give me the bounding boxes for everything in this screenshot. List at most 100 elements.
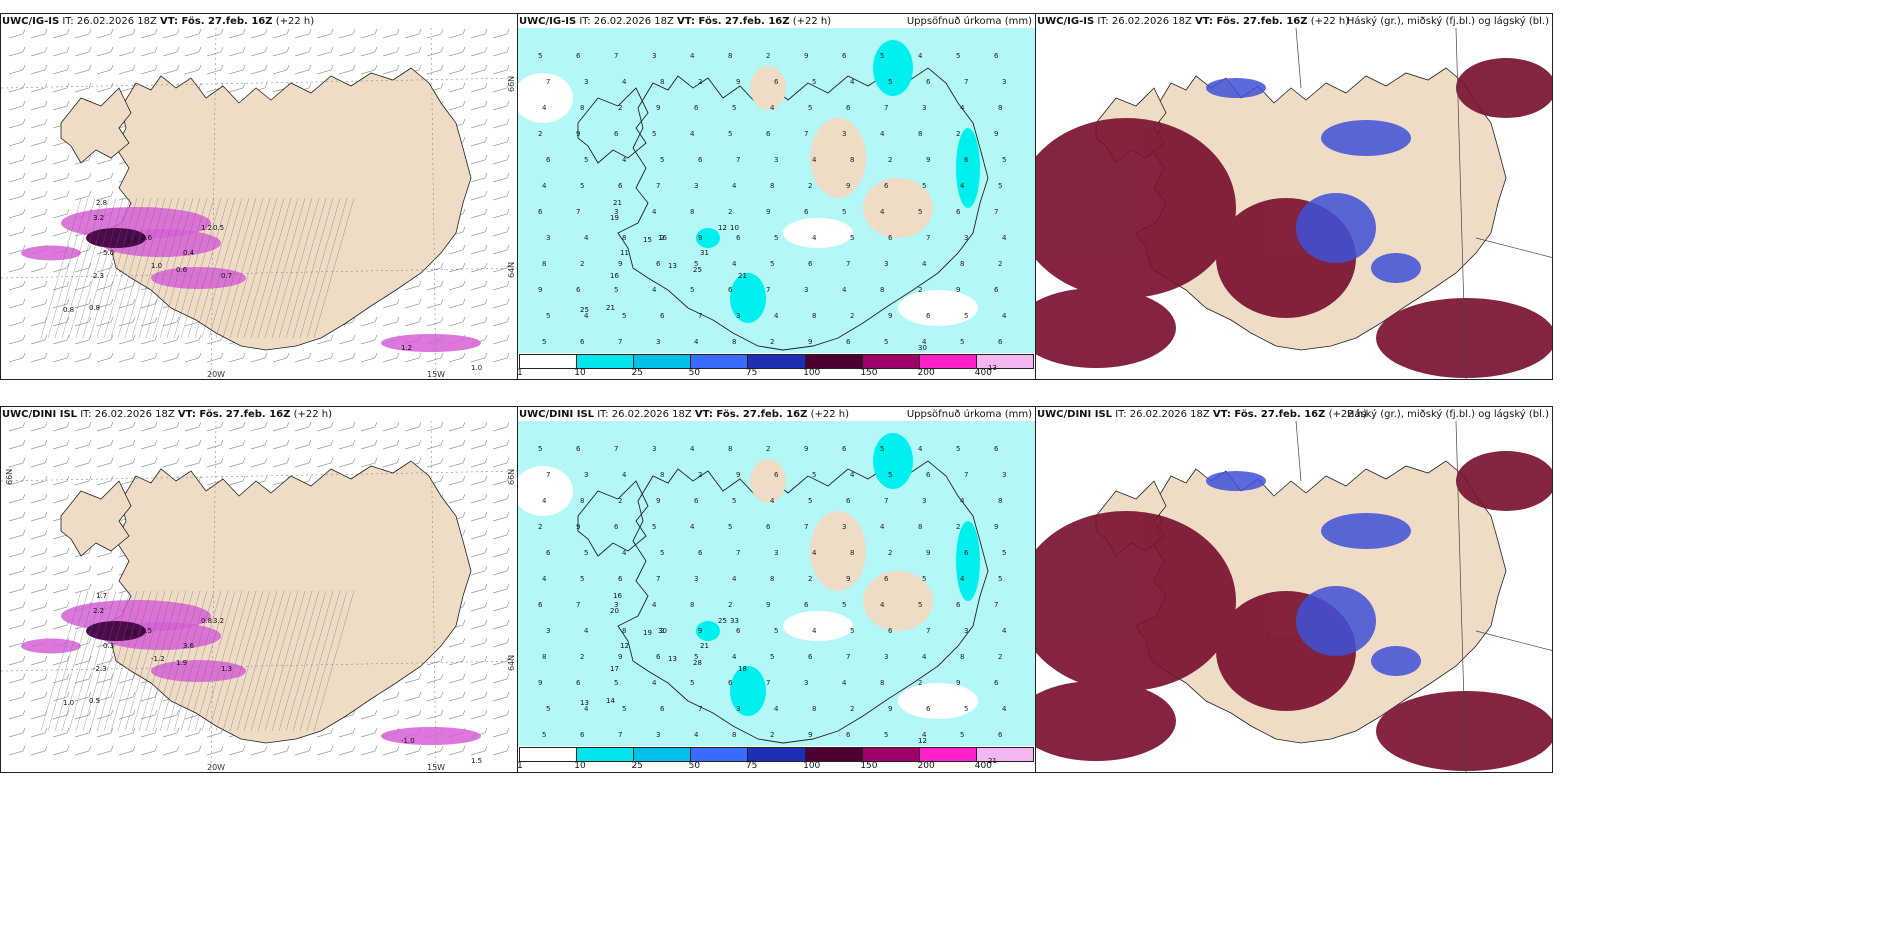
grid-value: 6 — [926, 312, 931, 320]
value-label: 0.5 — [126, 629, 138, 637]
grid-value: 9 — [656, 104, 660, 112]
grid-value: 3 — [694, 182, 698, 190]
grid-value: 4 — [652, 208, 657, 216]
value-label: 16 — [613, 592, 622, 600]
grid-value: 2 — [998, 260, 1002, 268]
grid-value: 6 — [808, 653, 813, 661]
region-borders — [1295, 28, 1552, 379]
grid-value: 6 — [546, 156, 551, 164]
grid-value: 7 — [766, 679, 770, 687]
grid-value: 5 — [842, 208, 846, 216]
grid-value: 2 — [888, 156, 892, 164]
grid-value: 4 — [732, 260, 737, 268]
grid-value: 5 — [660, 549, 664, 557]
grid-value: 4 — [880, 523, 885, 531]
value-label: 19 — [610, 214, 619, 222]
grid-value: 4 — [542, 575, 547, 583]
grid-value: 9 — [804, 445, 808, 453]
grid-value: 8 — [998, 497, 1002, 505]
grid-value: 6 — [546, 549, 551, 557]
grid-value: 5 — [850, 234, 854, 242]
lat-label: 66N — [507, 468, 516, 485]
hatch-area — [40, 197, 355, 339]
legend-swatch — [976, 748, 1033, 761]
grid-value: 5 — [884, 338, 888, 346]
panel-igis-clouds: UWC/IG-IS IT: 26.02.2026 18Z VT: Fös. 27… — [1035, 13, 1553, 380]
grid-value: 9 — [994, 130, 998, 138]
legend-tick: 10 — [574, 761, 586, 771]
grid-value: 4 — [922, 338, 927, 346]
grid-value: 5 — [918, 601, 922, 609]
grid-value: 3 — [774, 156, 778, 164]
grid-value: 5 — [884, 731, 888, 739]
no-precip-areas — [518, 73, 978, 326]
value-label: 1.3 — [221, 665, 233, 673]
grid-value: 3 — [614, 601, 618, 609]
panel-right-title: Uppsöfnuð úrkoma (mm) — [906, 409, 1032, 420]
grid-value: 6 — [580, 338, 585, 346]
grid-value: 5 — [774, 627, 778, 635]
lat-label: 64N — [507, 261, 516, 278]
grid-value: 4 — [622, 78, 627, 86]
grid-value: 5 — [888, 471, 892, 479]
legend-tick: 25 — [631, 761, 643, 771]
legend-swatch — [520, 748, 578, 761]
grid-value: 5 — [732, 104, 736, 112]
grid-value: 7 — [698, 312, 702, 320]
grid-value: 2 — [808, 575, 812, 583]
grid-value: 9 — [698, 234, 702, 242]
grid-value: 4 — [1002, 312, 1007, 320]
legend-tick: 150 — [860, 368, 878, 378]
grid-value: 7 — [576, 208, 580, 216]
value-label: 16 — [610, 272, 619, 280]
high-cloud-areas — [1036, 451, 1552, 771]
grid-value: 8 — [690, 601, 694, 609]
grid-value: 3 — [736, 312, 740, 320]
grid-value: 3 — [964, 627, 968, 635]
grid-value: 2 — [538, 130, 542, 138]
grid-value: 2 — [770, 731, 774, 739]
grid-value: 4 — [812, 156, 817, 164]
grid-value: 2 — [918, 679, 922, 687]
precip-bands — [21, 207, 481, 352]
grid-value: 5 — [614, 286, 618, 294]
grid-value: 4 — [732, 653, 737, 661]
grid-value: 7 — [926, 627, 930, 635]
grid-value: 9 — [846, 182, 850, 190]
grid-value: 4 — [842, 679, 847, 687]
grid-value: 7 — [546, 471, 550, 479]
grid-value: 6 — [964, 156, 969, 164]
high-cloud-areas — [1036, 58, 1552, 378]
grid-value: 6 — [698, 549, 703, 557]
value-label: 5.0 — [103, 249, 115, 257]
grid-value: 6 — [846, 104, 851, 112]
legend-swatch — [520, 355, 578, 368]
grid-value: 9 — [808, 731, 812, 739]
value-label: 18 — [738, 665, 747, 673]
grid-value: 5 — [842, 601, 846, 609]
value-label: 21 — [613, 199, 622, 207]
legend-tick: 400 — [974, 761, 992, 771]
grid-value: 5 — [580, 575, 584, 583]
value-label: 28 — [693, 659, 702, 667]
grid-value: 3 — [656, 731, 660, 739]
grid-value: 6 — [804, 601, 809, 609]
grid-value: 8 — [660, 471, 664, 479]
panel-title: UWC/DINI ISL IT: 26.02.2026 18Z VT: Fös.… — [519, 409, 849, 420]
grid-value: 7 — [698, 705, 702, 713]
value-label: 0.6 — [176, 266, 188, 274]
legend-tick: 100 — [803, 368, 821, 378]
grid-value: 4 — [960, 575, 965, 583]
lon-label: 15W — [427, 370, 446, 379]
grid-value: 4 — [850, 471, 855, 479]
grid-value: 6 — [964, 549, 969, 557]
value-label: 12 — [718, 224, 727, 232]
value-label: 0.5 — [89, 697, 101, 705]
grid-value: 8 — [732, 731, 736, 739]
grid-value: 8 — [880, 286, 884, 294]
grid-value: 9 — [994, 523, 998, 531]
grid-value: 4 — [694, 338, 699, 346]
grid-value: 6 — [618, 575, 623, 583]
legend-swatch — [919, 355, 977, 368]
grid-value: 9 — [618, 653, 622, 661]
